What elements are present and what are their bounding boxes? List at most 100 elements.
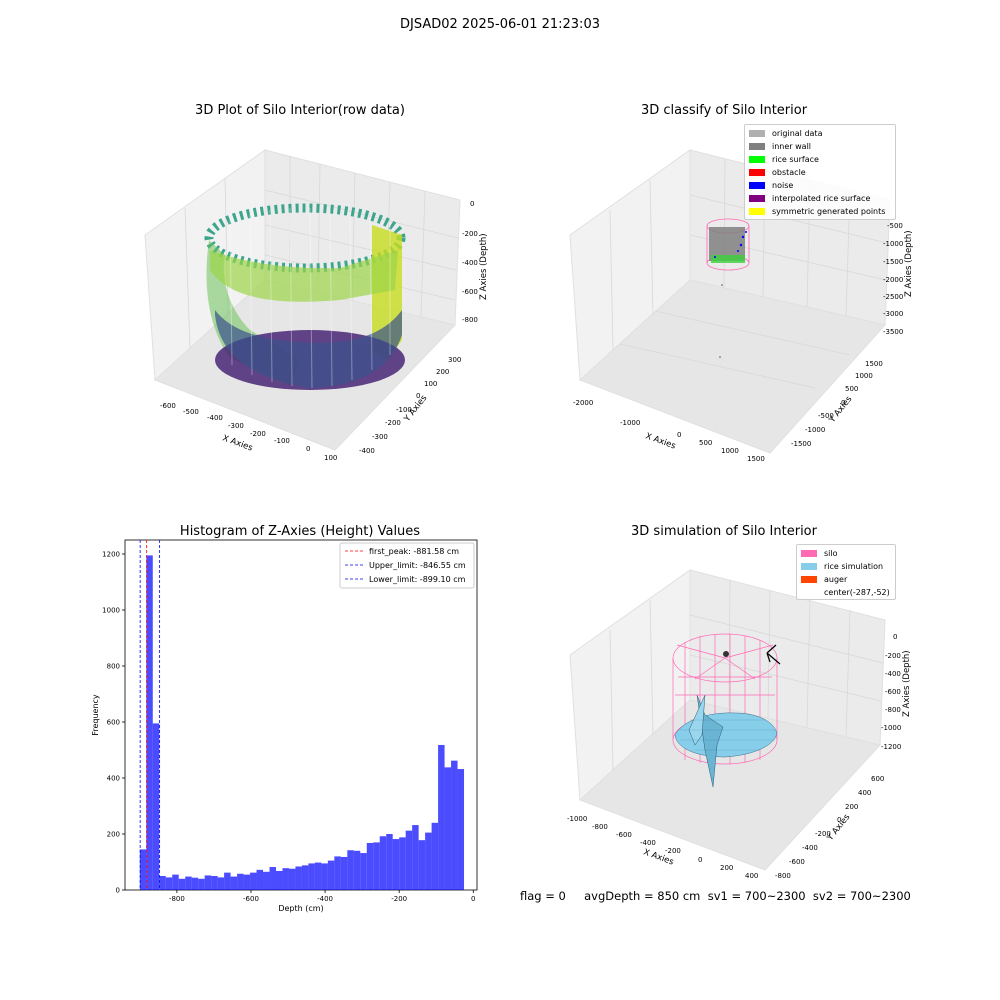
histogram-bar [165,877,173,890]
histogram-legend-label: Lower_limit: -899.10 cm [369,575,466,584]
histogram-bar [204,875,212,890]
classify-ztick-0: -500 [887,222,903,230]
histogram-bar [353,850,361,890]
raw-ztick-2: -400 [462,259,478,267]
histogram-legend-label: Upper_limit: -846.55 cm [369,561,466,570]
raw-3d-plot: -600 -500 -400 -300 -200 -100 0 100 X Ax… [144,149,489,460]
histogram-bar [399,837,406,890]
sim-ytick-5: -400 [802,844,818,852]
histogram-bar [217,877,225,890]
histogram-bar [275,870,283,890]
raw-ytick-7: -400 [359,447,375,455]
histogram-bar [288,868,296,890]
histogram-bar [159,876,166,890]
histogram-bar [237,873,244,890]
raw-ztick-4: -800 [462,316,478,324]
histogram-bar [185,876,192,890]
histogram-xtick-label: -800 [169,895,185,903]
histogram-bar [360,853,367,890]
classify-xtick-0: -2000 [573,399,593,407]
classify-ytick-1: 1000 [855,372,873,380]
classify-legend-item: inner wall [749,140,891,153]
classify-xtick-4: 0 [677,431,681,439]
simulation-3d-plot: -1000 -800 -600 -400 -200 0 200 400 X Ax… [567,569,912,880]
classify-legend-item: symmetric generated points [749,205,891,218]
sim-legend-item: silo [801,547,891,560]
histogram-bar [457,769,465,890]
sim-ztick-6: -1200 [881,743,901,751]
raw-xtick-0: -600 [160,402,176,410]
sim-ytick-6: -600 [789,858,805,866]
raw-plot-title: 3D Plot of Silo Interior(row data) [195,103,405,118]
classify-xtick-2: -1000 [620,419,640,427]
sim-zlabel: Z Axies (Depth) [902,650,912,717]
simulation-legend: silo rice simulation auger center(-287,-52) [796,544,896,600]
sim-legend-swatch [801,563,817,570]
raw-zlabel: Z Axies (Depth) [479,233,489,300]
histogram-bar [412,825,419,890]
sim-legend-item: center(-287,-52) [801,586,891,599]
classify-legend-item: interpolated rice surface [749,192,891,205]
histogram-bar [230,876,238,890]
classify-legend-swatch [749,169,765,176]
sim-legend-label: rice simulation [824,562,884,571]
histogram-bar [438,744,445,890]
classify-legend-label: original data [772,129,823,138]
raw-ytick-3: 0 [416,392,420,400]
histogram-bar [379,836,387,890]
histogram-legend [339,542,475,589]
sim-ytick-1: 400 [858,789,871,797]
histogram-bar [418,840,426,890]
classify-plot-title: 3D classify of Silo Interior [640,103,808,118]
histogram-bar [256,869,264,890]
classify-ztick-2: -1500 [883,258,903,266]
sim-legend-item: auger [801,573,891,586]
classify-xlabel: X Axies [644,431,677,451]
histogram-axes-frame [124,539,478,891]
raw-ytick-1: 200 [436,368,449,376]
sim-xtick-4: -200 [665,847,681,855]
raw-ytick-2: 100 [424,380,437,388]
histogram-bar [444,767,452,890]
classify-legend-swatch [749,195,765,202]
histogram-bar [431,822,439,890]
histogram-bar [282,868,289,890]
histogram-bar [347,850,354,890]
raw-xtick-5: -100 [274,437,290,445]
classify-legend-swatch [749,156,765,163]
classify-ztick-4: -2500 [883,293,903,301]
classify-legend-swatch [749,130,765,137]
sim-legend-label: center(-287,-52) [824,588,890,597]
classify-legend-swatch [749,143,765,150]
sim-xtick-7: 400 [745,872,758,880]
classify-xtick-6: 1000 [721,447,739,455]
figure-suptitle: DJSAD02 2025-06-01 21:23:03 [400,17,600,32]
histogram-xtick-label: 0 [471,895,475,903]
histogram-bar [321,863,328,890]
histogram-ytick-label: 400 [107,775,120,783]
histogram-ytick-label: 0 [116,887,120,895]
classify-legend-label: symmetric generated points [772,207,886,216]
classify-3d-plot: -2000 -1000 0 500 1000 1500 X Axies 1500… [569,149,914,463]
sim-legend-label: silo [824,549,838,558]
raw-ztick-3: -600 [462,288,478,296]
classify-ztick-1: -1000 [883,240,903,248]
sim-ztick-5: -1000 [881,724,901,732]
histogram-bar [425,832,432,890]
histogram-ylabel: Frequency [91,694,100,736]
histogram-bar [146,555,153,890]
classify-ytick-3: 0 [841,399,845,407]
classify-legend-label: interpolated rice surface [772,194,871,203]
raw-xtick-7: 100 [324,454,337,460]
sim-ytick-3: 0 [837,816,841,824]
raw-ytick-0: 300 [448,356,461,364]
sim-axis-arrows [766,644,781,665]
sim-ytick-2: 200 [845,803,858,811]
histogram-ytick-label: 1000 [102,607,120,615]
histogram-bar [178,878,186,890]
raw-xtick-1: -500 [183,408,199,416]
classify-legend: original data inner wall rice surface obsta… [744,124,896,220]
histogram-bar [269,867,276,890]
classify-ytick-2: 500 [845,385,858,393]
histogram-bar [263,871,270,890]
